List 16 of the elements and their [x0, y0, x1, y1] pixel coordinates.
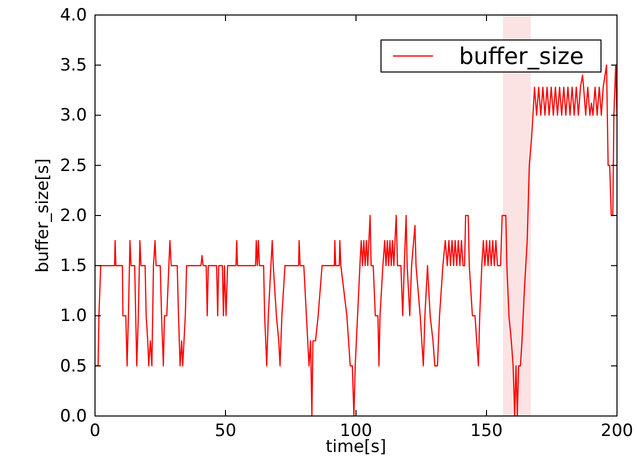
y-tick-label: 0.0: [60, 406, 87, 426]
y-tick-label: 2.5: [60, 156, 87, 176]
x-tick-label: 150: [470, 421, 503, 442]
x-tick-label: 50: [214, 421, 236, 442]
legend-label: buffer_size: [459, 44, 584, 70]
x-axis-title: time[s]: [326, 437, 386, 457]
y-tick-label: 1.5: [60, 256, 87, 276]
y-tick-label: 2.0: [60, 206, 87, 226]
y-tick-label: 0.5: [60, 356, 87, 376]
x-tick-label: 200: [600, 421, 634, 442]
y-axis-title: buffer_size[s]: [33, 158, 53, 273]
y-tick-label: 1.0: [60, 306, 87, 326]
y-tick-label: 3.0: [60, 106, 87, 126]
x-tick-label: 0: [90, 421, 100, 442]
y-tick-label: 3.5: [60, 56, 87, 76]
y-tick-label: 4.0: [60, 5, 87, 26]
